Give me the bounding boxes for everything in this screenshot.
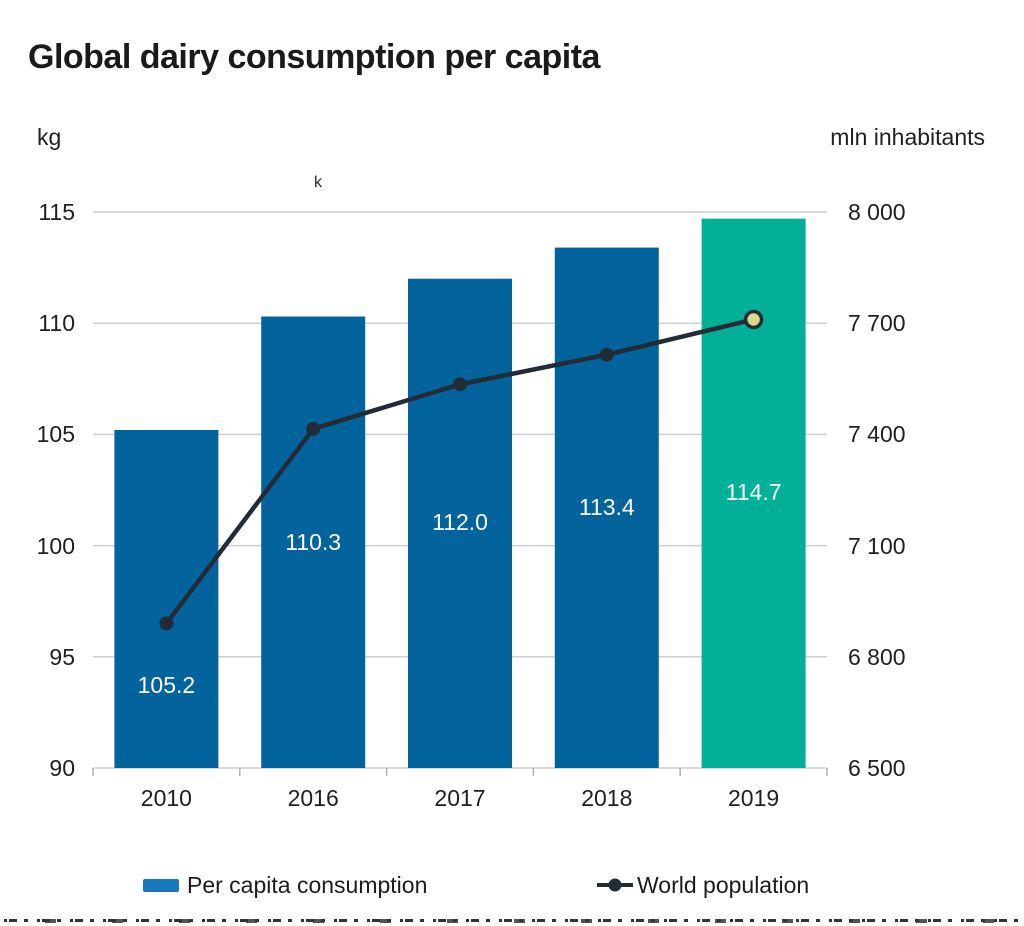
right-axis-unit-label: mln inhabitants bbox=[830, 124, 985, 150]
line-dot-icon bbox=[597, 878, 633, 892]
x-axis-label: 2019 bbox=[728, 785, 780, 811]
y-axis-tick-label-right: 7 700 bbox=[848, 310, 906, 337]
y-axis-tick-label-left: 95 bbox=[49, 643, 75, 670]
line-marker bbox=[159, 616, 174, 631]
y-axis-tick-label-left: 105 bbox=[36, 421, 75, 448]
y-axis-tick-label-right: 6 800 bbox=[848, 643, 906, 670]
x-axis-label: 2017 bbox=[434, 785, 486, 811]
legend-label: Per capita consumption bbox=[187, 871, 428, 898]
legend-item-world-population: World population bbox=[596, 871, 809, 899]
y-axis-tick-label-right: 7 100 bbox=[848, 532, 906, 559]
bar-value-label: 105.2 bbox=[137, 672, 196, 698]
bar bbox=[554, 247, 659, 769]
clipped-text-row bbox=[4, 919, 1020, 924]
line-marker-highlight bbox=[743, 309, 764, 330]
y-axis-tick-label-right: 7 400 bbox=[848, 421, 906, 448]
left-axis-unit-label: kg bbox=[37, 124, 62, 150]
y-axis-tick-label-right: 8 000 bbox=[848, 199, 906, 225]
line-marker bbox=[453, 377, 467, 392]
bar-value-label: 110.3 bbox=[285, 529, 342, 555]
bar-swatch-icon bbox=[143, 878, 179, 892]
line-marker bbox=[306, 421, 321, 436]
bar bbox=[114, 429, 219, 768]
x-axis-label: 2018 bbox=[581, 785, 633, 811]
x-axis-label: 2010 bbox=[140, 785, 192, 811]
y-axis-tick-label-left: 110 bbox=[38, 310, 75, 337]
legend: Per capita consumption World population bbox=[0, 871, 1024, 899]
bar-value-label: 114.7 bbox=[725, 479, 782, 505]
y-axis-tick-label-left: 115 bbox=[38, 199, 75, 225]
bar bbox=[408, 278, 512, 768]
legend-label: World population bbox=[637, 871, 810, 898]
y-axis-tick-label-left: 90 bbox=[49, 755, 75, 781]
bar bbox=[261, 316, 366, 768]
y-axis-tick-label-left: 100 bbox=[36, 532, 75, 559]
bar-value-label: 113.4 bbox=[578, 494, 635, 520]
line-marker bbox=[599, 347, 614, 362]
chart-title: Global dairy consumption per capita bbox=[28, 38, 600, 76]
bar-value-label: 112.0 bbox=[432, 509, 488, 535]
y-axis-tick-label-right: 6 500 bbox=[848, 755, 906, 781]
x-axis-label: 2016 bbox=[287, 785, 339, 811]
legend-item-per-capita-consumption: Per capita consumption bbox=[143, 871, 427, 899]
stray-character-artifact: k bbox=[314, 174, 322, 191]
